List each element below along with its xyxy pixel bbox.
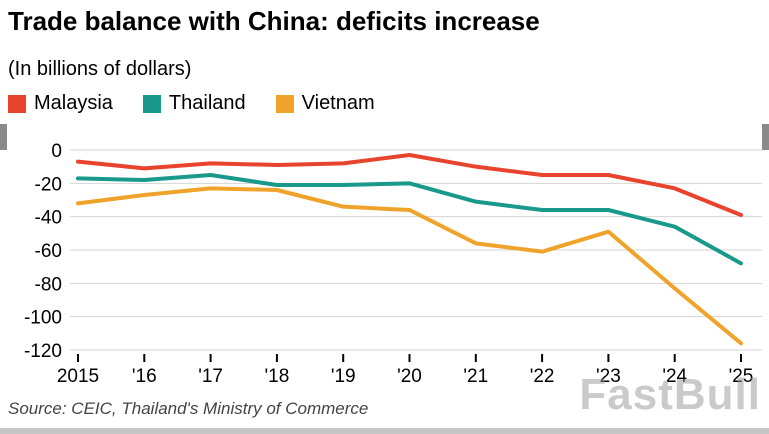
legend-label-malaysia: Malaysia	[34, 92, 113, 114]
legend: Malaysia Thailand Vietnam	[8, 92, 375, 115]
x-axis-label: '20	[397, 366, 422, 387]
series-line-thailand	[76, 173, 743, 266]
x-axis-label: '23	[596, 366, 621, 387]
legend-item-vietnam: Vietnam	[275, 92, 375, 115]
x-axis-label: '24	[662, 366, 687, 387]
x-axis-label: '22	[530, 366, 555, 387]
x-axis-label: '19	[331, 366, 356, 387]
x-axis-label: '16	[132, 366, 157, 387]
legend-label-thailand: Thailand	[168, 92, 246, 114]
legend-swatch-vietnam	[275, 94, 294, 113]
y-axis-label: 0	[51, 141, 62, 162]
x-axis-label: '25	[729, 366, 754, 387]
line-chart: 0 -20 -40 -60 -80 -100 -120 2015 '16 '17 '18 '19 '20…	[0, 124, 769, 387]
legend-swatch-thailand	[142, 94, 161, 113]
x-axis-label: '18	[265, 366, 290, 387]
legend-item-thailand: Thailand	[142, 92, 246, 115]
y-axis-label: -120	[24, 341, 62, 362]
x-axis-label: 2015	[57, 366, 99, 387]
legend-label-vietnam: Vietnam	[301, 92, 375, 114]
series-line-malaysia	[76, 153, 743, 217]
y-axis-label: -80	[35, 274, 62, 295]
chart-subtitle: (In billions of dollars)	[8, 58, 192, 80]
y-axis-label: -100	[24, 308, 62, 329]
chart-title: Trade balance with China: deficits incre…	[8, 6, 540, 36]
series-line-vietnam	[76, 186, 743, 346]
y-axis-label: -60	[35, 241, 62, 262]
y-axis-label: -20	[35, 174, 62, 195]
plot-edge-marker-left	[0, 124, 7, 150]
plot-edge-marker-right	[762, 124, 769, 150]
legend-swatch-malaysia	[8, 94, 26, 113]
legend-item-malaysia: Malaysia	[8, 92, 113, 115]
x-axis-label: '21	[463, 366, 488, 387]
y-axis-label: -40	[35, 208, 62, 229]
source-note: Source: CEIC, Thailand's Ministry of Com…	[8, 399, 369, 418]
x-axis-label: '17	[198, 366, 223, 387]
bottom-scrollbar	[0, 428, 769, 434]
